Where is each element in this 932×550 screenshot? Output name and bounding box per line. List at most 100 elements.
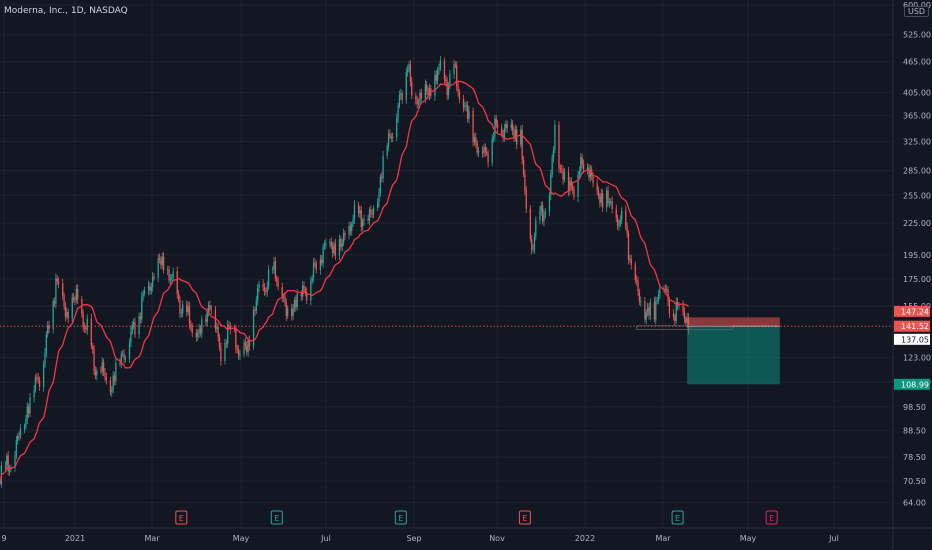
- earnings-marker[interactable]: E: [671, 510, 684, 525]
- candle-body: [319, 259, 322, 270]
- candle: [209, 300, 211, 312]
- candle-body: [634, 264, 636, 280]
- candle-body: [426, 84, 428, 91]
- candle: [656, 296, 658, 305]
- candle-body: [186, 304, 188, 312]
- y-tick-label: 465.00: [903, 58, 931, 67]
- candle-body: [267, 269, 270, 287]
- candle-body: [153, 276, 155, 278]
- candle-body: [390, 135, 392, 138]
- earnings-marker[interactable]: E: [765, 510, 778, 525]
- y-tick-label: 365.00: [903, 112, 931, 121]
- candle-body: [42, 364, 45, 387]
- candle-body: [484, 147, 487, 152]
- candle-body: [626, 226, 628, 234]
- candle-body: [38, 379, 41, 387]
- candle-body: [466, 105, 469, 119]
- candle: [569, 176, 571, 196]
- candle-body: [636, 279, 638, 282]
- candle: [340, 236, 342, 251]
- candle: [205, 314, 207, 327]
- candle-body: [321, 259, 323, 264]
- candle: [18, 431, 20, 441]
- candle: [284, 292, 286, 307]
- candle-body: [663, 288, 665, 290]
- candle: [420, 88, 422, 102]
- candle-body: [607, 190, 609, 203]
- candle: [248, 335, 251, 351]
- candle-body: [100, 370, 102, 372]
- candle: [23, 423, 26, 434]
- candle: [638, 288, 641, 306]
- candle: [265, 287, 267, 295]
- candle-body: [162, 256, 165, 271]
- candle-body: [254, 310, 256, 312]
- candle-body: [123, 354, 125, 359]
- candle-body: [492, 136, 495, 139]
- candle-body: [263, 287, 266, 292]
- candle-body: [161, 256, 163, 265]
- candle: [521, 124, 523, 165]
- candle-body: [472, 110, 474, 143]
- candle-body: [258, 283, 260, 289]
- candle: [188, 302, 191, 330]
- candle-body: [541, 205, 544, 222]
- candle: [161, 252, 163, 270]
- candle-body: [511, 123, 514, 131]
- candle-body: [262, 283, 264, 288]
- candle: [90, 313, 92, 350]
- candle-body: [209, 305, 211, 309]
- candle: [124, 355, 127, 363]
- candle-body: [187, 305, 189, 312]
- earnings-marker[interactable]: E: [394, 510, 407, 525]
- candle-body: [314, 262, 316, 264]
- candle-body: [506, 124, 508, 128]
- candle-body: [445, 79, 447, 82]
- candle-body: [53, 301, 56, 304]
- chart-title[interactable]: Moderna, Inc., 1D, NASDAQ: [4, 6, 128, 16]
- candle: [357, 202, 360, 218]
- candle-body: [340, 238, 342, 247]
- candle: [104, 368, 106, 382]
- candle-body: [34, 377, 37, 390]
- candle: [218, 333, 221, 351]
- candle-body: [653, 301, 656, 320]
- y-tick-label: 195.00: [903, 251, 931, 260]
- candle-body: [225, 342, 227, 344]
- candle: [162, 251, 165, 274]
- candle-body: [610, 201, 612, 203]
- candle: [475, 132, 477, 148]
- candle-body: [302, 285, 304, 297]
- candle-body: [483, 147, 485, 154]
- currency-button[interactable]: USD: [904, 6, 930, 17]
- candle-body: [113, 375, 116, 381]
- candle-body: [586, 167, 589, 170]
- earnings-marker[interactable]: E: [270, 510, 283, 525]
- candle-body: [18, 435, 20, 437]
- candle: [529, 205, 531, 243]
- candle-body: [443, 60, 446, 80]
- candle: [416, 95, 418, 109]
- candle-body: [510, 123, 512, 128]
- candle: [131, 321, 133, 335]
- candle: [457, 81, 459, 97]
- candle: [207, 301, 210, 317]
- earnings-marker[interactable]: E: [175, 510, 188, 525]
- candle-body: [615, 208, 617, 218]
- candle-body: [273, 261, 275, 270]
- earnings-marker[interactable]: E: [518, 510, 531, 525]
- candle-body: [503, 128, 506, 138]
- candle: [619, 215, 621, 228]
- candle: [227, 320, 229, 348]
- candle-body: [265, 291, 267, 293]
- candle: [176, 266, 178, 299]
- candle-body: [481, 150, 484, 154]
- candle-body: [295, 300, 297, 308]
- candle-body: [638, 291, 641, 302]
- candle: [446, 76, 448, 100]
- candle-body: [419, 92, 421, 103]
- candle: [325, 238, 327, 250]
- candle: [586, 163, 589, 175]
- candle: [481, 146, 484, 158]
